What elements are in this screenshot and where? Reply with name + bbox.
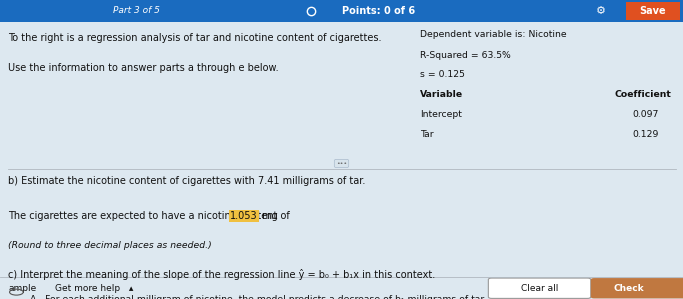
FancyBboxPatch shape (0, 0, 683, 22)
Text: 0.097: 0.097 (632, 110, 659, 119)
Text: •••: ••• (336, 161, 347, 166)
Text: Intercept: Intercept (420, 110, 462, 119)
Text: Check: Check (613, 284, 643, 293)
Text: Variable: Variable (420, 90, 463, 99)
Text: 0.129: 0.129 (632, 130, 659, 139)
Text: Points: 0 of 6: Points: 0 of 6 (342, 6, 415, 16)
Text: c) Interpret the meaning of the slope of the regression line ŷ = b₀ + b₁x in thi: c) Interpret the meaning of the slope of… (8, 269, 436, 280)
Text: Part 3 of 5: Part 3 of 5 (113, 6, 160, 15)
Text: ▴: ▴ (126, 284, 134, 293)
Text: Coefficient: Coefficient (615, 90, 671, 99)
Text: Use the information to answer parts a through e below.: Use the information to answer parts a th… (8, 63, 279, 73)
Text: ⚙: ⚙ (596, 6, 606, 16)
FancyBboxPatch shape (0, 277, 683, 299)
Text: s = 0.125: s = 0.125 (420, 70, 465, 79)
Text: (Round to three decimal places as needed.): (Round to three decimal places as needed… (8, 241, 212, 250)
Text: Tar: Tar (420, 130, 434, 139)
Text: The cigarettes are expected to have a nicotine content of: The cigarettes are expected to have a ni… (8, 211, 293, 221)
Text: ample: ample (8, 284, 36, 293)
Text: Dependent variable is: Nicotine: Dependent variable is: Nicotine (420, 30, 567, 39)
Text: Clear all: Clear all (521, 284, 558, 293)
Text: 1.053: 1.053 (230, 211, 257, 221)
Text: Save: Save (640, 6, 666, 16)
FancyBboxPatch shape (488, 278, 591, 298)
FancyBboxPatch shape (626, 2, 680, 20)
Text: mg: mg (259, 211, 277, 221)
Text: A.  For each additional milligram of nicotine, the model predicts a decrease of : A. For each additional milligram of nico… (30, 295, 486, 299)
Text: Get more help: Get more help (55, 284, 120, 293)
FancyBboxPatch shape (591, 278, 683, 298)
Text: b) Estimate the nicotine content of cigarettes with 7.41 milligrams of tar.: b) Estimate the nicotine content of ciga… (8, 176, 365, 186)
Text: R-Squared = 63.5%: R-Squared = 63.5% (420, 51, 511, 60)
Text: To the right is a regression analysis of tar and nicotine content of cigarettes.: To the right is a regression analysis of… (8, 33, 382, 43)
